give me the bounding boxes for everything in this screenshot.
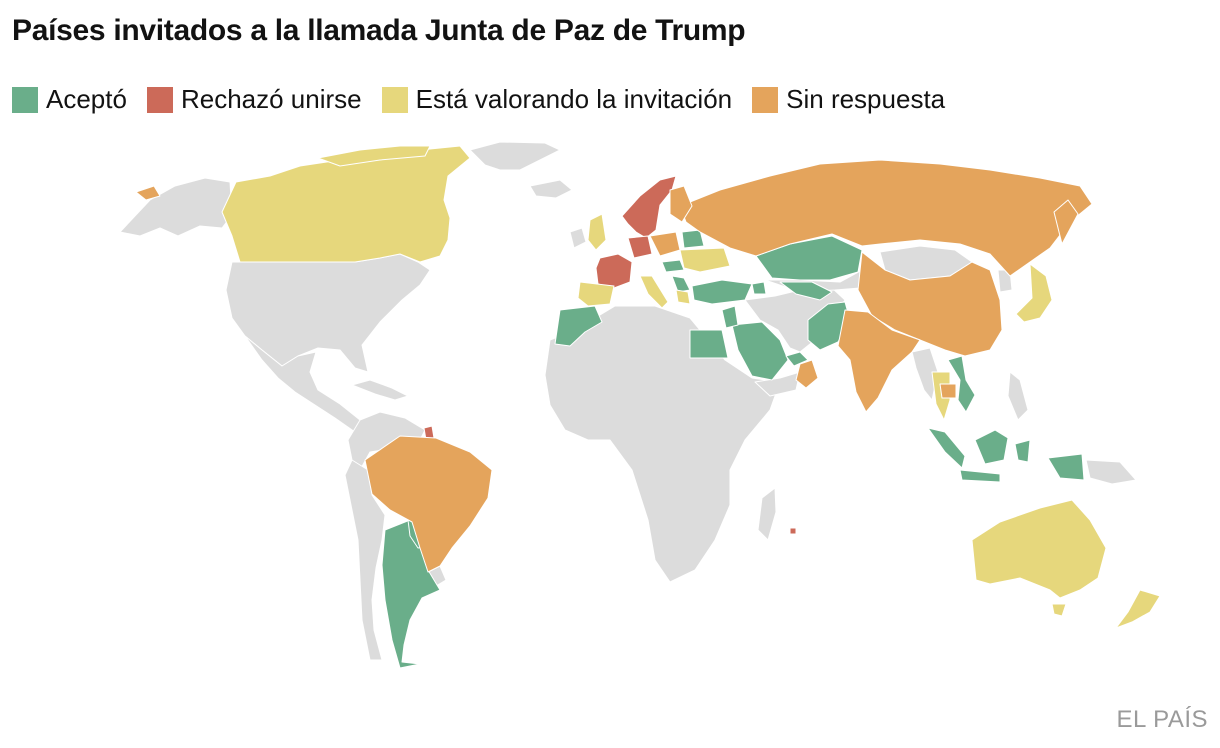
saudi-arabia-shape	[731, 321, 789, 381]
caribbean-shape	[351, 379, 409, 401]
usa-shape	[225, 253, 431, 373]
india-shape	[837, 309, 921, 413]
reunion-shape	[789, 527, 797, 535]
rejected-countries	[423, 175, 797, 535]
legend-swatch-rejected	[146, 86, 173, 113]
belarus-shape	[681, 229, 705, 249]
uk-shape	[587, 213, 607, 251]
germany-poland-shape	[649, 231, 681, 257]
turkey-shape	[691, 279, 753, 305]
australia-shape	[971, 499, 1107, 599]
canada-shape	[221, 145, 471, 263]
morocco-shape	[554, 305, 603, 347]
legend-item-considering: Está valorando la invitación	[381, 84, 733, 115]
indonesia-sumatra-shape	[927, 427, 966, 469]
myanmar-shape	[911, 347, 939, 401]
map-title: Países invitados a la llamada Junta de P…	[12, 14, 746, 47]
ireland-shape	[569, 227, 587, 249]
legend-label-accepted: Aceptó	[46, 84, 127, 114]
legend-label-no-response: Sin respuesta	[786, 84, 946, 114]
brand-logo: EL PAÍS	[1116, 706, 1208, 733]
egypt-shape	[689, 329, 729, 359]
tasmania-shape	[1051, 603, 1067, 617]
norway-sweden-shape	[621, 175, 677, 239]
south-america-west-shape	[344, 459, 386, 661]
spain-portugal-shape	[577, 281, 615, 307]
new-zealand-shape	[1115, 589, 1161, 629]
indonesia-sulawesi-shape	[1014, 439, 1031, 463]
philippines-shape	[1007, 371, 1029, 421]
caucasus-shape	[751, 281, 767, 295]
uae-qatar-bahrain-shape	[785, 351, 809, 367]
africa-shape	[544, 305, 781, 583]
indonesia-papua-shape	[1047, 453, 1085, 481]
legend-item-no-response: Sin respuesta	[752, 84, 945, 115]
sakhalin-shape	[1053, 199, 1079, 245]
world-map	[119, 141, 1161, 669]
legend-swatch-accepted	[12, 86, 38, 113]
finland-shape	[669, 185, 693, 223]
cambodia-laos-shape	[939, 383, 957, 399]
indonesia-java-shape	[959, 469, 1001, 483]
china-shape	[857, 251, 1003, 357]
papua-new-guinea-shape	[1085, 459, 1137, 485]
oman-shape	[795, 359, 819, 389]
legend-item-rejected: Rechazó unirse	[146, 84, 362, 115]
considering-countries	[221, 145, 1161, 629]
arctic-archipelago-shape	[317, 145, 431, 167]
japan-shape	[1015, 263, 1053, 323]
italy-shape	[639, 275, 669, 309]
indonesia-borneo-shape	[974, 429, 1009, 465]
legend-item-accepted: Aceptó	[12, 84, 127, 115]
greece-shape	[675, 289, 691, 305]
legend-swatch-considering	[381, 86, 408, 113]
alaska-islands-shape	[135, 185, 161, 201]
germany-shape-red	[627, 235, 653, 259]
legend-swatch-no-response	[752, 86, 779, 113]
madagascar-shape	[757, 487, 777, 541]
balkans-accepted-shape	[671, 275, 691, 293]
brazil-shape	[364, 435, 493, 573]
uzbekistan-shape	[779, 281, 833, 301]
alaska-shape	[119, 177, 233, 237]
ukraine-romania-shape	[679, 247, 731, 273]
iceland-shape	[529, 179, 573, 199]
arctic-islands-shape	[469, 141, 561, 171]
no-response-countries	[135, 159, 1093, 573]
russia-shape	[679, 159, 1093, 277]
not-invited-land	[119, 141, 1137, 661]
legend: Aceptó Rechazó unirse Está valorando la …	[12, 84, 965, 115]
jordan-shape	[721, 305, 739, 329]
vietnam-shape	[947, 355, 976, 413]
hungary-shape	[661, 259, 685, 273]
legend-label-rejected: Rechazó unirse	[180, 84, 362, 114]
france-shape	[595, 253, 633, 289]
legend-label-considering: Está valorando la invitación	[415, 84, 733, 114]
